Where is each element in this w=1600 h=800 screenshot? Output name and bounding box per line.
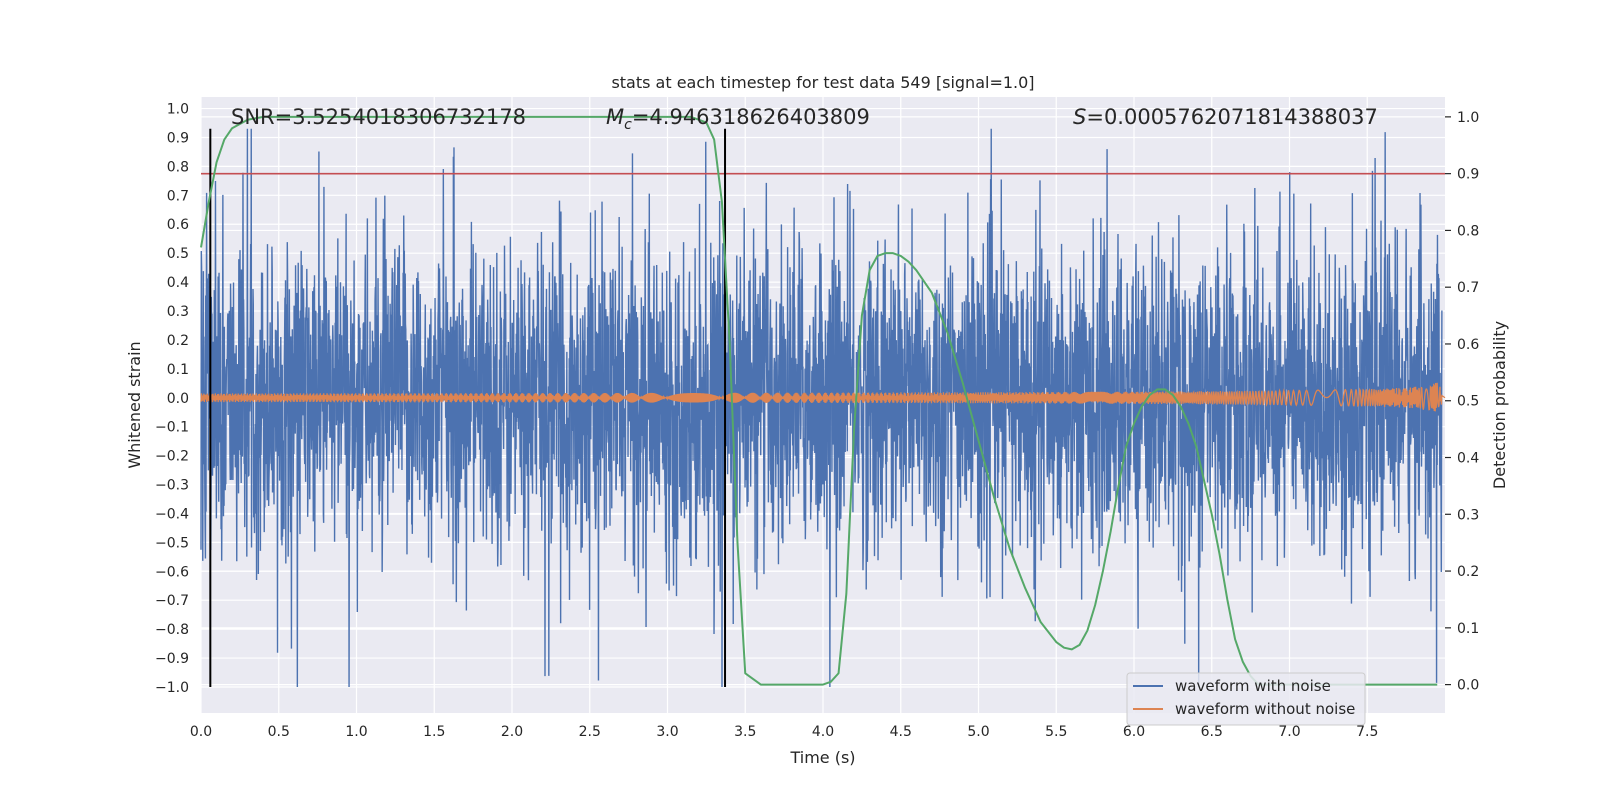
x-tick-label: 1.5 xyxy=(423,724,445,740)
clean-series xyxy=(200,382,1446,412)
probability-series xyxy=(200,115,1438,686)
x-tick-label: 4.0 xyxy=(812,724,834,740)
s-value: =0.0005762071814388037 xyxy=(1086,105,1378,129)
legend-box xyxy=(1126,672,1366,726)
y-right-axis-ticks: 1.0 0.9 0.8 0.7 0.6 0.5 0.4 0.3 0.2 0.1 0.0 xyxy=(1445,110,1479,694)
y-right-tick-label: 0.4 xyxy=(1457,451,1479,467)
y-left-tick-label: 0.6 xyxy=(167,217,189,233)
x-tick-label: 2.5 xyxy=(579,724,601,740)
y-left-axis-label: Whitened strain xyxy=(125,341,144,468)
x-tick-label: 0.0 xyxy=(190,724,212,740)
chirp-mass-annotation: Mc=4.946318626403809 xyxy=(606,105,870,133)
x-tick-label: 2.0 xyxy=(501,724,523,740)
y-right-tick-label: 0.0 xyxy=(1457,678,1479,694)
y-left-tick-label: 0.8 xyxy=(167,159,189,175)
x-tick-label: 0.5 xyxy=(268,724,290,740)
legend: waveform with noise waveform without noi… xyxy=(1126,672,1366,726)
s-annotation: S=0.0005762071814388037 xyxy=(1073,105,1378,129)
y-left-tick-label: −0.9 xyxy=(155,651,189,667)
x-tick-label: 5.0 xyxy=(967,724,989,740)
x-tick-label: 6.5 xyxy=(1201,724,1223,740)
y-right-tick-label: 0.3 xyxy=(1457,507,1479,523)
y-left-tick-label: 0.3 xyxy=(167,304,189,320)
y-left-tick-label: 0.2 xyxy=(167,333,189,349)
x-tick-label: 3.5 xyxy=(734,724,756,740)
y-right-tick-label: 0.7 xyxy=(1457,280,1479,296)
noise-series xyxy=(200,128,1443,687)
y-right-tick-label: 0.1 xyxy=(1457,621,1479,637)
y-right-tick-label: 0.8 xyxy=(1457,223,1479,239)
x-tick-label: 1.0 xyxy=(345,724,367,740)
x-tick-label: 7.0 xyxy=(1278,724,1300,740)
noise-waveform-line xyxy=(200,128,1443,687)
y-left-tick-label: 1.0 xyxy=(167,102,189,118)
legend-label-noise: waveform with noise xyxy=(1175,677,1331,695)
y-left-tick-label: 0.9 xyxy=(167,130,189,146)
y-left-tick-label: 0.0 xyxy=(167,391,189,407)
y-right-axis-label: Detection probability xyxy=(1490,321,1509,489)
legend-label-clean: waveform without noise xyxy=(1175,700,1355,718)
y-left-tick-label: −0.8 xyxy=(155,622,189,638)
clean-waveform-line xyxy=(200,382,1446,412)
chirp-mass-value: =4.946318626403809 xyxy=(632,105,870,129)
y-left-tick-label: −0.2 xyxy=(155,449,189,465)
x-tick-label: 5.5 xyxy=(1045,724,1067,740)
x-axis-label: Time (s) xyxy=(789,748,855,767)
x-tick-label: 3.0 xyxy=(656,724,678,740)
y-left-tick-label: 0.5 xyxy=(167,246,189,262)
y-left-tick-label: −1.0 xyxy=(155,680,189,696)
y-left-tick-label: −0.7 xyxy=(155,593,189,609)
s-symbol: S xyxy=(1073,105,1086,129)
y-left-tick-label: −0.5 xyxy=(155,535,189,551)
y-left-tick-label: −0.6 xyxy=(155,564,189,580)
y-left-tick-label: 0.4 xyxy=(167,275,189,291)
x-tick-label: 7.5 xyxy=(1356,724,1378,740)
y-left-tick-label: −0.3 xyxy=(155,478,189,494)
y-right-tick-label: 0.5 xyxy=(1457,394,1479,410)
chirp-mass-subscript: c xyxy=(624,117,632,133)
detection-probability-line xyxy=(200,115,1438,686)
chirp-mass-symbol: M xyxy=(606,105,624,129)
y-left-tick-label: 0.7 xyxy=(167,188,189,204)
x-tick-label: 6.0 xyxy=(1123,724,1145,740)
y-right-tick-label: 1.0 xyxy=(1457,110,1479,126)
y-right-tick-label: 0.9 xyxy=(1457,167,1479,183)
x-tick-label: 4.5 xyxy=(890,724,912,740)
y-right-tick-label: 0.2 xyxy=(1457,564,1479,580)
y-left-tick-label: −0.4 xyxy=(155,506,189,522)
y-right-tick-label: 0.6 xyxy=(1457,337,1479,353)
y-left-axis-ticks: 1.0 0.9 0.8 0.7 0.6 0.5 0.4 0.3 0.2 0.1 0.0 −0.1 −0.… xyxy=(155,102,189,696)
y-left-tick-label: 0.1 xyxy=(167,362,189,378)
snr-annotation: SNR=3.5254018306732178 xyxy=(231,105,526,129)
y-left-tick-label: −0.1 xyxy=(155,420,189,436)
x-axis-ticks: 0.0 0.5 1.0 1.5 2.0 2.5 3.0 3.5 4.0 4.5 5.0 5.5 6.0 6… xyxy=(190,724,1379,740)
reference-lines xyxy=(201,128,1445,687)
chart-title: stats at each timestep for test data 549… xyxy=(611,73,1034,92)
